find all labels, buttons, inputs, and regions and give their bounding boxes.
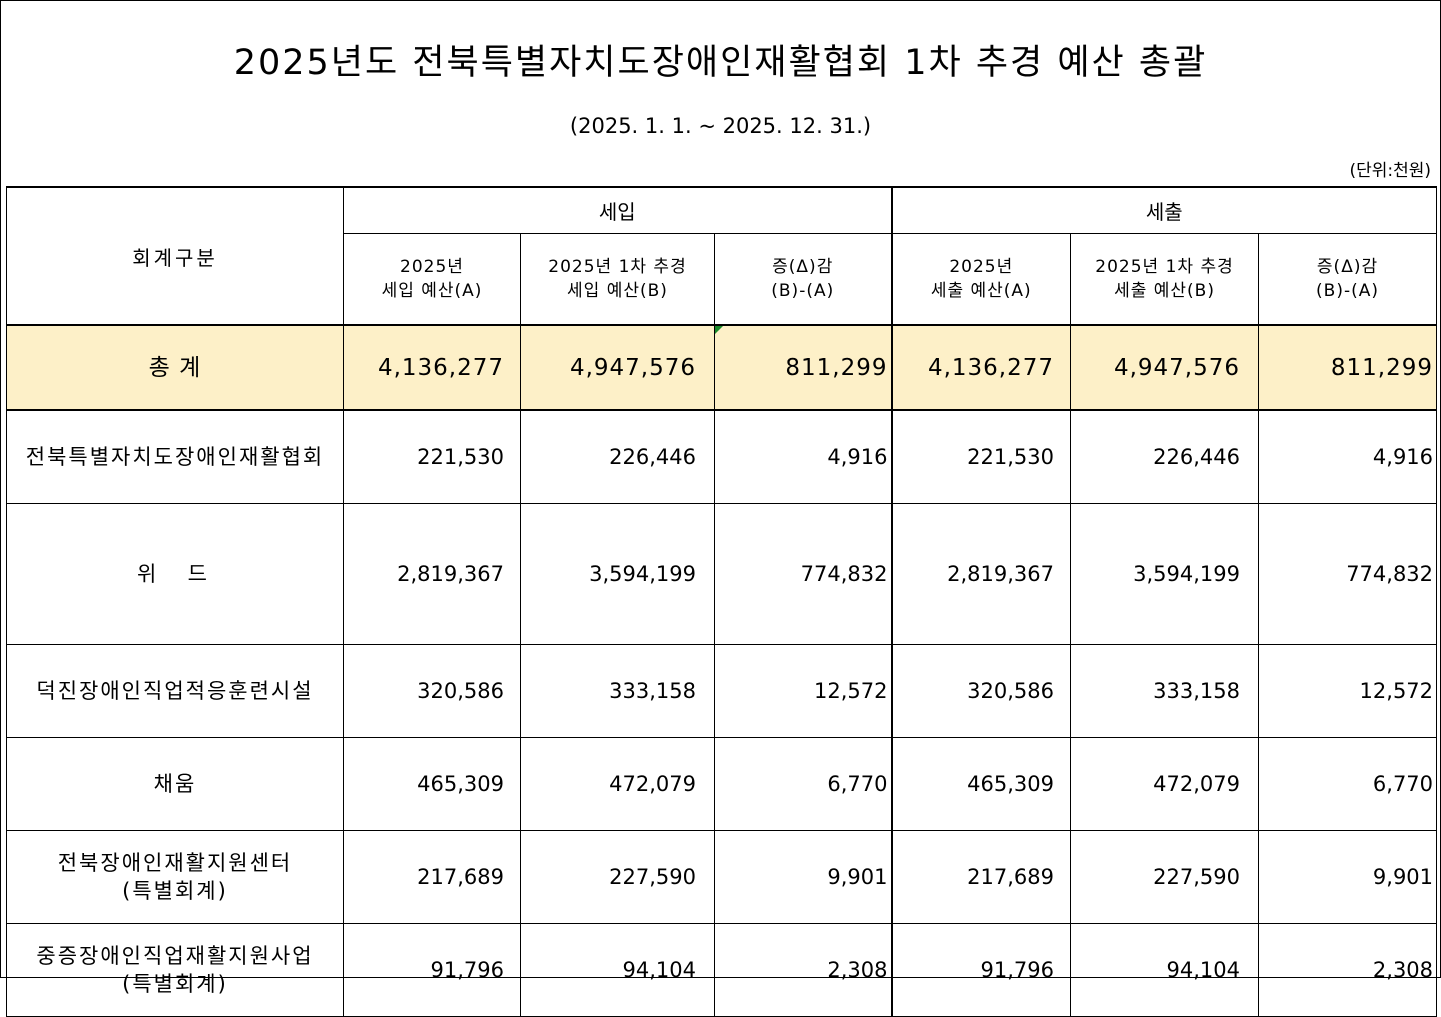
total-expense-budget: 4,136,277 <box>890 324 1072 411</box>
account-name-line: 전북특별자치도장애인재활협회 <box>25 445 325 469</box>
revenue-budget-cell: 2,819,367 <box>343 503 521 645</box>
expense-change-cell: 12,572 <box>1258 644 1438 738</box>
account-name-line: 위 드 <box>137 562 213 586</box>
revenue-supplementary-cell: 333,158 <box>520 644 715 738</box>
revenue-supplementary-cell: 227,590 <box>520 830 715 924</box>
account-name: 중증장애인직업재활지원사업 (특별회계) <box>6 923 344 1017</box>
expense-budget-header: 2025년 세출 예산(A) <box>890 233 1072 326</box>
revenue-budget-cell: 465,309 <box>343 737 521 831</box>
account-name-line: 채움 <box>153 772 197 796</box>
account-name-subline: (특별회계) <box>122 879 228 903</box>
expense-supplementary-cell: 226,446 <box>1070 409 1260 504</box>
account-name: 위 드 <box>6 503 344 645</box>
header-line: 증(Δ)감 <box>772 257 834 277</box>
expense-budget-cell: 91,796 <box>890 923 1072 1017</box>
total-label: 총 계 <box>6 324 344 411</box>
account-name: 채움 <box>6 737 344 831</box>
unit-label: (단위:천원) <box>1349 161 1431 181</box>
revenue-supplementary-cell: 94,104 <box>520 923 715 1017</box>
header-line: (B)-(A) <box>1316 281 1379 301</box>
revenue-supplementary-cell: 3,594,199 <box>520 503 715 645</box>
table-row: 전북장애인재활지원센터 (특별회계) 217,689 227,590 9,901… <box>6 830 1438 924</box>
total-revenue-change: 811,299 <box>713 324 893 411</box>
table-row: 위 드 2,819,367 3,594,199 774,832 2,819,36… <box>6 503 1438 645</box>
total-revenue-change-value: 811,299 <box>785 354 888 381</box>
table-row: 채움 465,309 472,079 6,770 465,309 472,079… <box>6 737 1438 831</box>
table-row: 전북특별자치도장애인재활협회 221,530 226,446 4,916 221… <box>6 409 1438 504</box>
cell-note-marker <box>715 327 723 334</box>
header-line: 세입 예산(B) <box>567 281 668 301</box>
account-name: 전북특별자치도장애인재활협회 <box>6 409 344 504</box>
expense-change-cell: 4,916 <box>1258 409 1438 504</box>
expense-group-header: 세출 <box>890 186 1438 234</box>
expense-budget-cell: 217,689 <box>890 830 1072 924</box>
expense-change-header: 증(Δ)감 (B)-(A) <box>1258 233 1438 326</box>
revenue-budget-header: 2025년 세입 예산(A) <box>343 233 521 326</box>
header-line: 2025년 <box>949 257 1014 277</box>
revenue-change-cell: 774,832 <box>713 503 893 645</box>
revenue-group-header: 세입 <box>342 186 893 234</box>
account-name: 덕진장애인직업적응훈련시설 <box>6 644 344 738</box>
header-line: 2025년 1차 추경 <box>1095 257 1234 277</box>
budget-summary-table: 회계구분 세입 세출 2025년 세입 예산(A) 2025년 1차 추경 세입… <box>6 186 1438 1017</box>
revenue-change-cell: 4,916 <box>713 409 893 504</box>
total-row: 총 계 4,136,277 4,947,576 811,299 4,136,27… <box>6 324 1438 411</box>
header-line: 2025년 <box>400 257 464 277</box>
account-name-subline: (특별회계) <box>122 972 228 996</box>
expense-change-cell: 9,901 <box>1258 830 1438 924</box>
expense-change-cell: 774,832 <box>1258 503 1438 645</box>
budget-period: (2025. 1. 1. ~ 2025. 12. 31.) <box>569 114 872 138</box>
total-revenue-budget: 4,136,277 <box>343 324 521 411</box>
expense-budget-cell: 2,819,367 <box>890 503 1072 645</box>
table-header: 회계구분 세입 세출 2025년 세입 예산(A) 2025년 1차 추경 세입… <box>6 186 1438 326</box>
total-expense-supplementary: 4,947,576 <box>1070 324 1260 411</box>
revenue-budget-cell: 221,530 <box>343 409 521 504</box>
expense-supplementary-cell: 94,104 <box>1070 923 1260 1017</box>
expense-budget-cell: 221,530 <box>890 409 1072 504</box>
revenue-change-cell: 9,901 <box>713 830 893 924</box>
total-revenue-supplementary: 4,947,576 <box>520 324 715 411</box>
account-name: 전북장애인재활지원센터 (특별회계) <box>6 830 344 924</box>
account-name-line: 중증장애인직업재활지원사업 <box>36 944 314 968</box>
revenue-budget-cell: 217,689 <box>343 830 521 924</box>
table-row: 중증장애인직업재활지원사업 (특별회계) 91,796 94,104 2,308… <box>6 923 1438 1017</box>
revenue-change-cell: 12,572 <box>713 644 893 738</box>
expense-change-cell: 2,308 <box>1258 923 1438 1017</box>
revenue-change-header: 증(Δ)감 (B)-(A) <box>713 233 893 326</box>
table-row: 덕진장애인직업적응훈련시설 320,586 333,158 12,572 320… <box>6 644 1438 738</box>
revenue-budget-cell: 91,796 <box>343 923 521 1017</box>
total-expense-change: 811,299 <box>1258 324 1438 411</box>
expense-change-cell: 6,770 <box>1258 737 1438 831</box>
expense-budget-cell: 465,309 <box>890 737 1072 831</box>
expense-supplementary-header: 2025년 1차 추경 세출 예산(B) <box>1070 233 1260 326</box>
expense-supplementary-cell: 3,594,199 <box>1070 503 1260 645</box>
header-line: 세입 예산(A) <box>381 281 483 301</box>
revenue-supplementary-cell: 472,079 <box>520 737 715 831</box>
category-header: 회계구분 <box>6 186 344 326</box>
expense-supplementary-cell: 333,158 <box>1070 644 1260 738</box>
revenue-supplementary-cell: 226,446 <box>520 409 715 504</box>
revenue-change-cell: 2,308 <box>713 923 893 1017</box>
revenue-supplementary-header: 2025년 1차 추경 세입 예산(B) <box>520 233 715 326</box>
document-title: 2025년도 전북특별자치도장애인재활협회 1차 추경 예산 총괄 <box>233 43 1208 83</box>
revenue-budget-cell: 320,586 <box>343 644 521 738</box>
expense-supplementary-cell: 472,079 <box>1070 737 1260 831</box>
revenue-change-cell: 6,770 <box>713 737 893 831</box>
header-line: 2025년 1차 추경 <box>548 257 687 277</box>
header-line: 증(Δ)감 <box>1316 257 1379 277</box>
header-line: 세출 예산(A) <box>930 281 1032 301</box>
account-name-line: 전북장애인재활지원센터 <box>57 851 293 875</box>
expense-supplementary-cell: 227,590 <box>1070 830 1260 924</box>
expense-budget-cell: 320,586 <box>890 644 1072 738</box>
account-name-line: 덕진장애인직업적응훈련시설 <box>36 679 314 703</box>
header-line: (B)-(A) <box>771 281 835 301</box>
header-line: 세출 예산(B) <box>1114 281 1215 301</box>
